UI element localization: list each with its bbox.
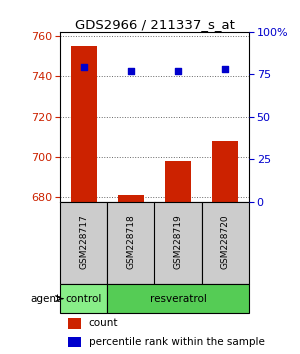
Bar — [212, 141, 238, 201]
Text: GSM228719: GSM228719 — [174, 214, 183, 269]
Text: GSM228720: GSM228720 — [221, 214, 230, 269]
Bar — [118, 195, 144, 201]
Bar — [107, 201, 154, 285]
Text: control: control — [65, 293, 102, 304]
Bar — [107, 285, 249, 313]
Point — [223, 66, 228, 72]
Point — [128, 68, 133, 74]
Bar — [60, 285, 107, 313]
Title: GDS2966 / 211337_s_at: GDS2966 / 211337_s_at — [75, 18, 234, 31]
Text: GSM228717: GSM228717 — [79, 214, 88, 269]
Text: resveratrol: resveratrol — [150, 293, 207, 304]
Bar — [70, 46, 97, 201]
Point — [176, 68, 181, 74]
Bar — [202, 201, 249, 285]
Bar — [68, 337, 81, 347]
Bar — [165, 161, 191, 201]
Text: agent: agent — [31, 293, 61, 304]
Bar — [154, 201, 202, 285]
Bar — [60, 201, 107, 285]
Text: GSM228718: GSM228718 — [126, 214, 135, 269]
Point — [81, 65, 86, 70]
Text: percentile rank within the sample: percentile rank within the sample — [89, 337, 265, 347]
Bar — [68, 318, 81, 329]
Text: count: count — [89, 318, 118, 328]
